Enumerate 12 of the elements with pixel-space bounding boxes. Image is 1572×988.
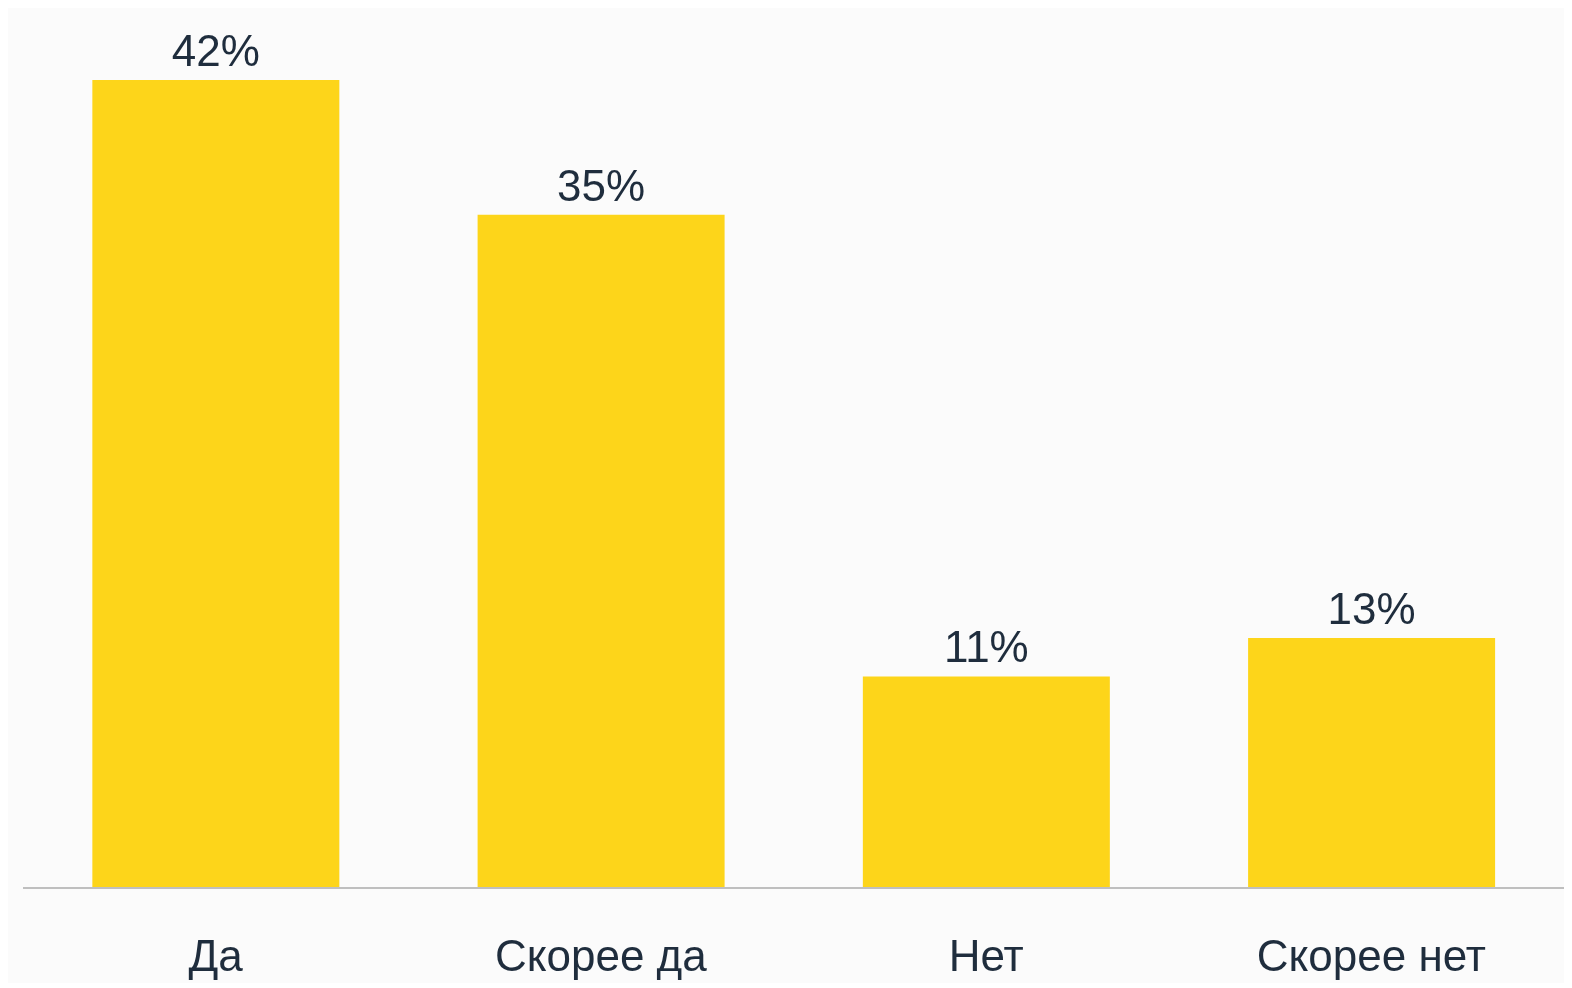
bar — [477, 214, 725, 888]
bar — [92, 80, 340, 888]
data-label: 35% — [557, 160, 646, 210]
data-label: 42% — [171, 26, 260, 75]
x-tick-label: Нет — [948, 931, 1024, 981]
x-tick-label: Скорее нет — [1256, 931, 1486, 981]
data-label: 13% — [1327, 583, 1416, 633]
data-label: 11% — [943, 622, 1029, 672]
x-tick-label: Да — [188, 931, 244, 981]
bar — [1248, 637, 1496, 888]
x-tick-label: Скорее да — [494, 931, 708, 981]
bar — [862, 676, 1110, 888]
